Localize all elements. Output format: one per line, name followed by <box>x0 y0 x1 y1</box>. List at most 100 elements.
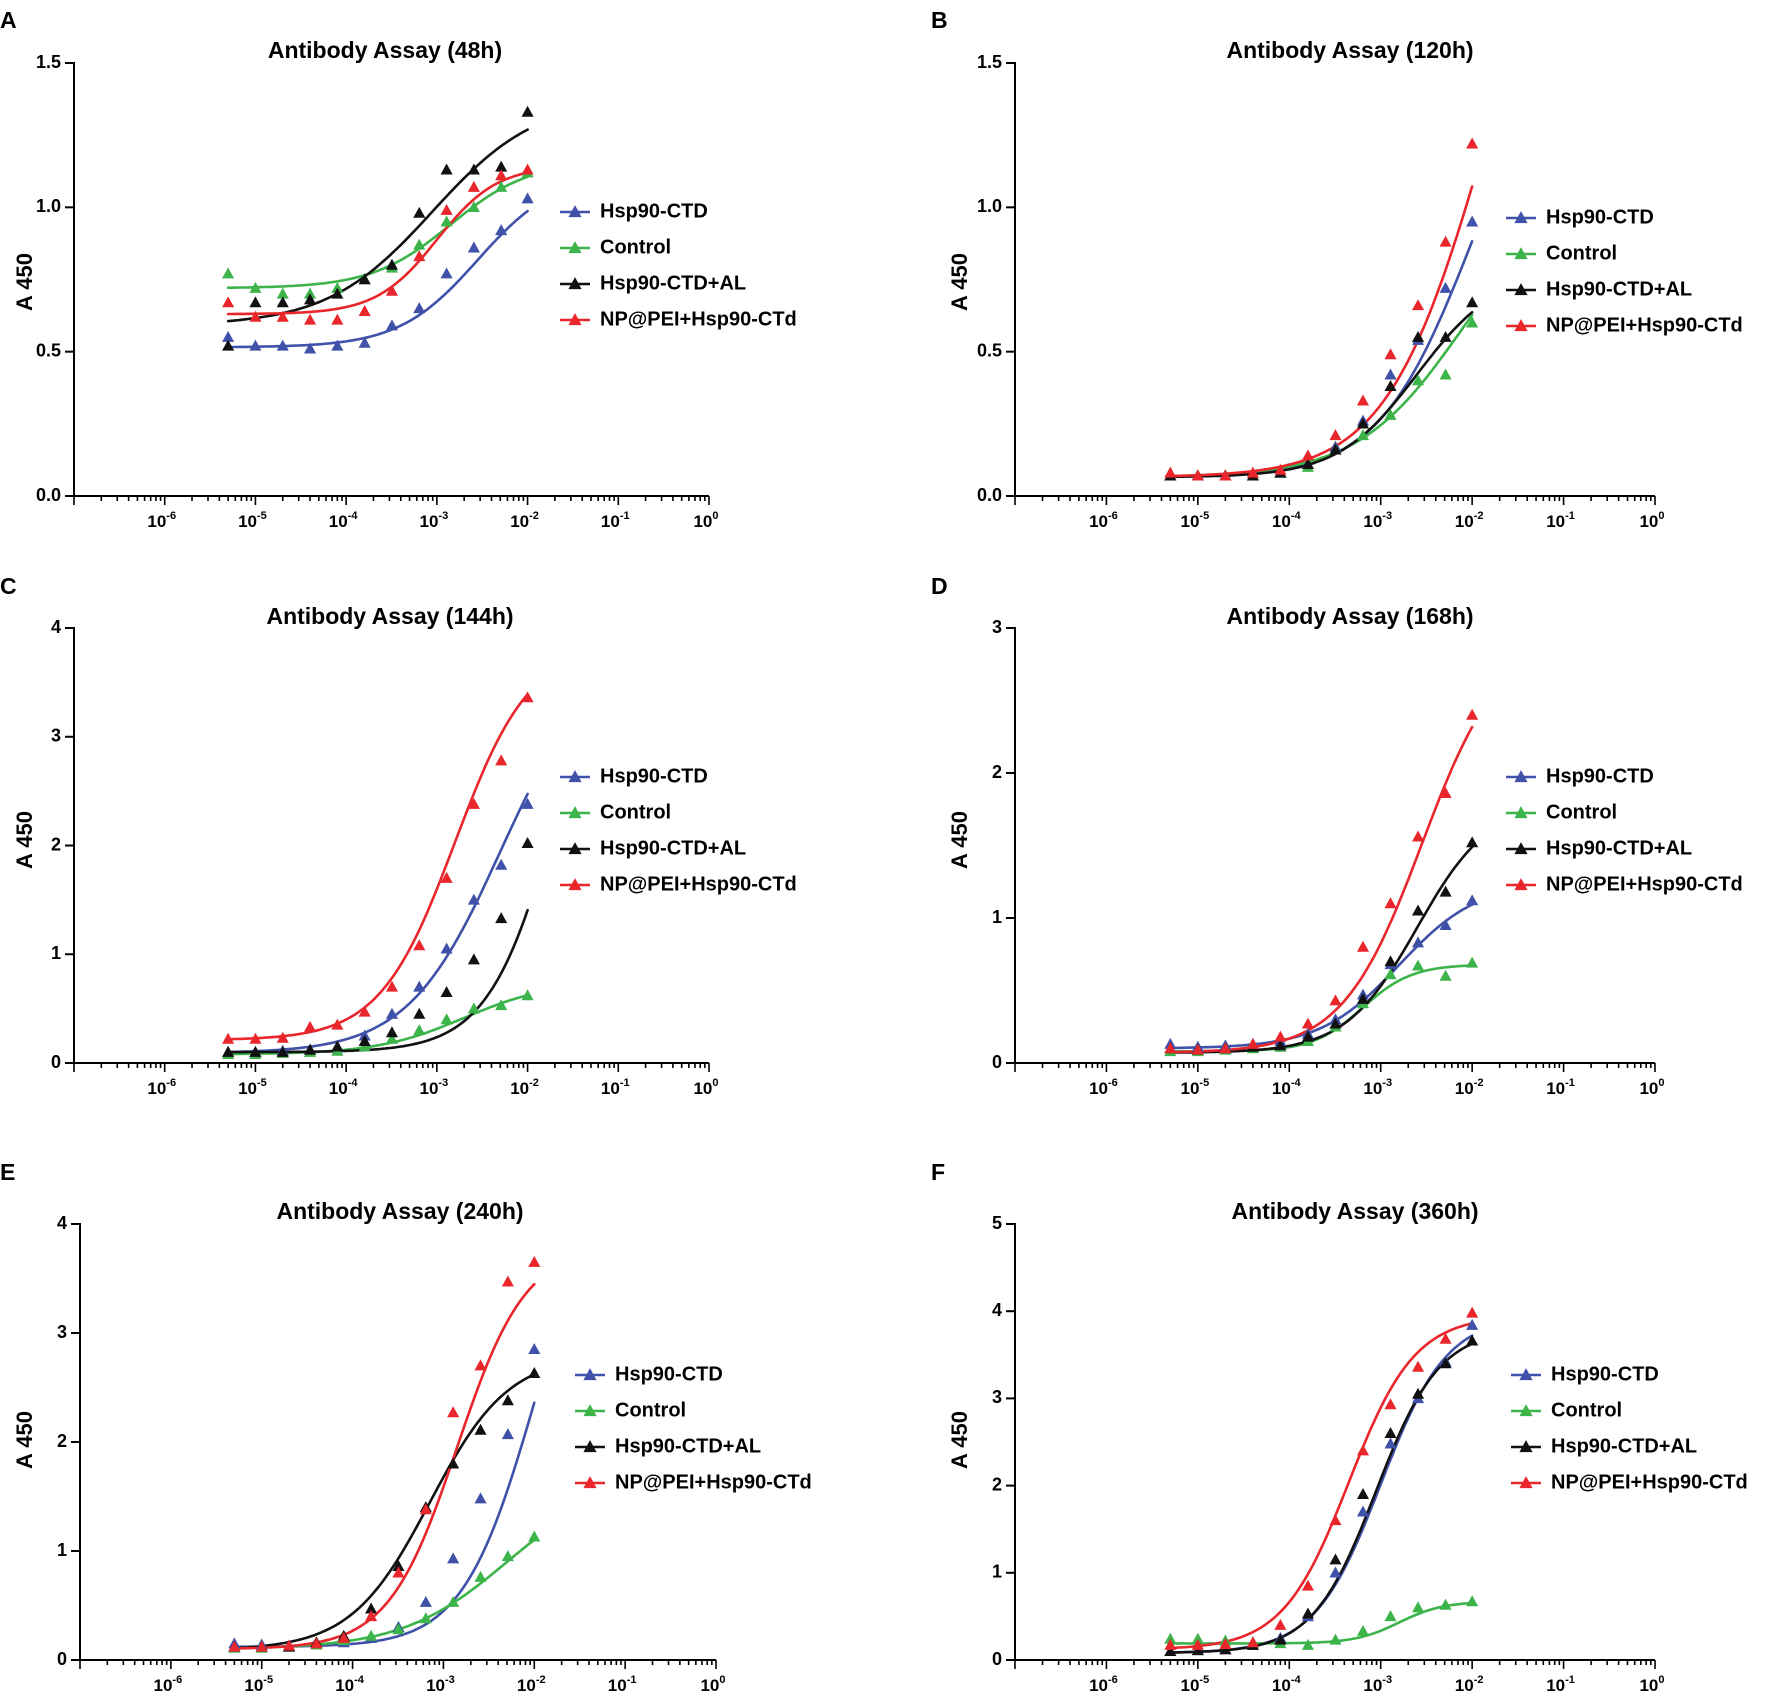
legend-item-hsp90-ctd-al: Hsp90-CTD+AL <box>560 272 746 294</box>
legend-marker <box>583 1404 597 1417</box>
data-point-control <box>1439 1598 1452 1610</box>
legend-label: Hsp90-CTD+AL <box>600 272 746 294</box>
legend-item-control: Control <box>1511 1399 1622 1421</box>
data-point-control <box>385 1032 399 1044</box>
data-point-np-pei-hsp90-ctd <box>385 980 399 992</box>
data-point-np-pei-hsp90-ctd <box>1191 1043 1204 1055</box>
data-point-control <box>495 999 508 1011</box>
data-point-hsp90-ctd-al <box>1384 955 1397 967</box>
y-tick-label: 0 <box>992 1052 1002 1072</box>
data-point-control <box>413 238 426 250</box>
data-point-hsp90-ctd-al <box>1301 457 1314 469</box>
x-tick-label: 10-1 <box>601 510 630 531</box>
data-point-np-pei-hsp90-ctd <box>1439 1332 1452 1344</box>
chart-title: Antibody Assay (168h) <box>1226 603 1473 629</box>
data-point-hsp90-ctd-al <box>222 339 235 351</box>
data-point-control <box>1411 959 1425 971</box>
x-tick-label: 100 <box>1639 1077 1664 1098</box>
panel-letter: A <box>0 7 17 33</box>
data-point-np-pei-hsp90-ctd <box>440 871 453 883</box>
data-point-hsp90-ctd-al <box>303 1043 317 1055</box>
y-tick-label: 0.0 <box>977 485 1002 505</box>
legend-marker <box>1514 878 1528 891</box>
y-tick-label: 0 <box>51 1052 61 1072</box>
legend-label: Hsp90-CTD <box>1551 1363 1659 1385</box>
data-point-hsp90-ctd-al <box>1466 1334 1479 1346</box>
panel-letter: D <box>931 573 948 599</box>
x-tick-label: 10-1 <box>608 1674 637 1693</box>
data-point-np-pei-hsp90-ctd <box>358 1005 371 1017</box>
chart-title: Antibody Assay (48h) <box>268 37 502 63</box>
data-point-hsp90-ctd <box>358 336 371 348</box>
legend-label: Control <box>600 801 671 823</box>
data-point-hsp90-ctd-al <box>1466 836 1479 848</box>
x-tick-label: 10-6 <box>1089 510 1118 531</box>
legend-item-control: Control <box>560 801 671 823</box>
data-point-np-pei-hsp90-ctd <box>419 1503 432 1515</box>
y-tick-label: 2 <box>992 1474 1002 1494</box>
data-point-np-pei-hsp90-ctd <box>1411 299 1425 311</box>
legend-label: Control <box>600 236 671 258</box>
data-point-control <box>1356 429 1370 441</box>
legend-label: Hsp90-CTD+AL <box>600 837 746 859</box>
y-tick-label: 4 <box>51 617 61 637</box>
legend-marker <box>568 806 582 819</box>
data-point-hsp90-ctd <box>521 192 534 204</box>
data-point-np-pei-hsp90-ctd <box>1164 1638 1177 1650</box>
data-point-hsp90-ctd <box>1466 894 1479 906</box>
fit-curve-control <box>226 175 529 290</box>
data-point-hsp90-ctd <box>1411 936 1425 948</box>
y-tick-label: 5 <box>992 1213 1002 1233</box>
legend-marker <box>583 1476 597 1489</box>
x-tick-label: 100 <box>1639 510 1664 531</box>
data-point-control <box>1466 956 1479 968</box>
legend-item-np-pei-hsp90-ctd: NP@PEI+Hsp90-CTd <box>575 1471 812 1493</box>
data-point-hsp90-ctd <box>1356 1505 1370 1517</box>
y-tick-label: 3 <box>992 1387 1002 1407</box>
legend-marker <box>583 1368 597 1381</box>
data-point-control <box>303 287 317 299</box>
x-tick-label: 10-6 <box>147 1077 176 1098</box>
data-point-hsp90-ctd-al <box>1301 1607 1314 1619</box>
data-point-hsp90-ctd-al <box>249 1045 262 1057</box>
x-tick-label: 10-4 <box>1272 510 1302 531</box>
legend-item-control: Control <box>1506 801 1617 823</box>
y-tick-label: 0.5 <box>977 340 1002 360</box>
data-point-np-pei-hsp90-ctd <box>358 304 371 316</box>
data-point-hsp90-ctd-al <box>1439 885 1452 897</box>
data-point-np-pei-hsp90-ctd <box>303 313 317 325</box>
y-tick-label: 3 <box>51 726 61 746</box>
data-point-hsp90-ctd-al <box>1411 904 1425 916</box>
panel-letter: B <box>931 7 948 33</box>
data-point-hsp90-ctd-al <box>276 1045 289 1057</box>
data-point-np-pei-hsp90-ctd <box>276 1031 289 1043</box>
data-point-hsp90-ctd <box>419 1595 432 1607</box>
data-point-hsp90-ctd-al <box>276 296 289 308</box>
data-point-np-pei-hsp90-ctd <box>1356 394 1370 406</box>
data-point-hsp90-ctd-al <box>440 163 453 175</box>
x-tick-label: 10-1 <box>601 1077 630 1098</box>
data-point-np-pei-hsp90-ctd <box>310 1637 323 1649</box>
data-point-control <box>474 1570 487 1582</box>
chart-panel-f: F Antibody Assay (360h) A 450 0 1 2 3 4 5 10-6 10-… <box>931 1159 1748 1693</box>
data-point-np-pei-hsp90-ctd <box>385 284 399 296</box>
y-axis-label: A 450 <box>947 811 972 869</box>
data-point-control <box>249 281 262 293</box>
data-point-hsp90-ctd-al <box>249 296 262 308</box>
data-point-hsp90-ctd <box>528 1343 541 1355</box>
data-point-hsp90-ctd <box>222 330 235 342</box>
x-tick-label: 10-4 <box>1272 1077 1302 1098</box>
data-point-hsp90-ctd-al <box>413 206 426 218</box>
data-point-hsp90-ctd <box>1439 918 1452 930</box>
data-point-control <box>1466 316 1479 328</box>
data-point-hsp90-ctd-al <box>501 1394 514 1406</box>
data-point-hsp90-ctd-al <box>358 273 371 285</box>
legend-label: Hsp90-CTD+AL <box>1551 1435 1697 1457</box>
fit-curve-hsp90-ctd-al <box>1169 1342 1474 1654</box>
legend-label: NP@PEI+Hsp90-CTd <box>1546 314 1743 336</box>
chart-title: Antibody Assay (240h) <box>276 1198 523 1224</box>
data-point-hsp90-ctd-al <box>1356 992 1370 1004</box>
data-point-hsp90-ctd-al <box>358 1034 371 1046</box>
data-point-np-pei-hsp90-ctd <box>1329 994 1342 1006</box>
